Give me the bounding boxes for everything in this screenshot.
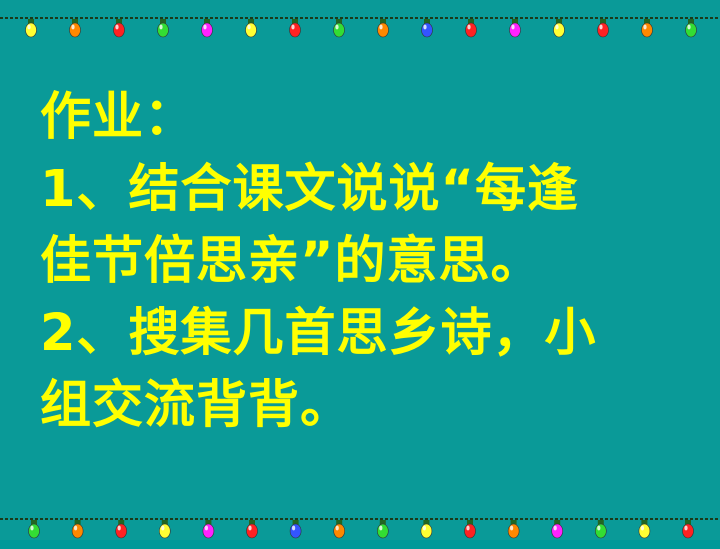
homework-title: 作业： <box>40 88 197 147</box>
bottom-lights-bulb <box>376 520 389 539</box>
task-2-line-2: 组交流背背。 <box>40 376 353 435</box>
task-1-line-2: 佳节倍思亲”的意思。 <box>40 232 543 291</box>
homework-text: 作业： 1、结合课文说说“每逢 佳节倍思亲”的意思。 2、搜集几首思乡诗，小 组… <box>40 82 700 442</box>
top-lights-bulb <box>421 19 433 38</box>
bottom-lights-border <box>0 518 720 539</box>
bottom-lights-bulb <box>71 520 84 539</box>
bottom-lights-bulb <box>464 520 476 539</box>
bottom-lights-bulb <box>159 520 171 539</box>
bottom-lights-bulb <box>289 520 302 539</box>
bottom-lights-bulb <box>333 520 346 539</box>
bottom-lights-bulb <box>28 520 40 539</box>
top-lights-border <box>0 17 720 38</box>
top-lights-bulb <box>245 19 257 38</box>
bottom-lights-bulb <box>202 520 215 539</box>
top-lights-bulb <box>157 19 169 38</box>
top-lights-bulb <box>465 19 477 38</box>
bottom-lights-bulb <box>638 520 651 539</box>
task-1-line-1: 1、结合课文说说“每逢 <box>40 160 580 219</box>
top-lights-bulb <box>69 19 81 38</box>
bottom-lights-bulb <box>507 520 520 539</box>
top-lights-bulb <box>597 19 609 38</box>
task-2-line-1: 2、搜集几首思乡诗，小 <box>40 304 597 363</box>
top-lights-bulb <box>641 19 653 38</box>
top-lights-bulb <box>685 19 697 38</box>
top-lights-bulb <box>201 19 213 38</box>
top-lights-bulb <box>333 19 345 38</box>
top-lights-bulb <box>553 19 565 38</box>
top-lights-bulb <box>377 19 389 38</box>
top-lights-bulb <box>289 19 301 38</box>
bottom-lights-bulb <box>420 520 433 539</box>
bottom-lights-bulb <box>594 520 607 539</box>
bottom-lights-bulb <box>115 520 127 539</box>
bottom-lights-bulb <box>682 520 694 539</box>
top-lights-bulb <box>25 19 37 38</box>
top-lights-bulb <box>113 19 125 38</box>
top-lights-bulb <box>509 19 521 38</box>
bottom-lights-bulb <box>246 520 258 539</box>
bottom-lights-bulb <box>551 520 564 539</box>
